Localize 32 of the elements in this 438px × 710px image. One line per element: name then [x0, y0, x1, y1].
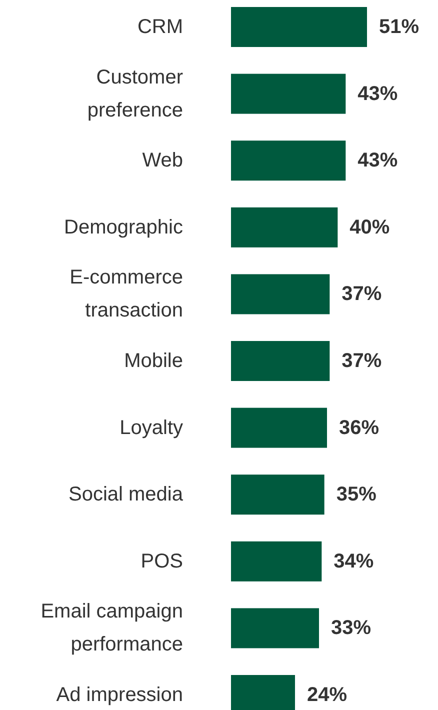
y-tick-label: Loyalty — [120, 416, 183, 439]
data-label: 34% — [334, 550, 374, 572]
y-tick-label: Mobile — [124, 350, 183, 372]
data-label: 43% — [358, 150, 398, 172]
bar — [231, 140, 346, 181]
y-tick-label: POS — [140, 550, 183, 572]
data-label: 37% — [342, 283, 382, 306]
y-tick-label: Email campaign performance — [40, 600, 183, 656]
bar — [231, 341, 330, 381]
data-label: 40% — [350, 216, 390, 238]
data-label: 33% — [331, 617, 372, 640]
y-tick-label: Ad impression — [56, 684, 183, 706]
bar — [231, 74, 346, 114]
data-label: 36% — [339, 416, 380, 439]
y-tick-label: E-commerce transaction — [70, 266, 183, 322]
y-tick-label: Demographic — [64, 216, 183, 238]
data-label: 51% — [379, 16, 420, 38]
y-tick-label: Social media — [68, 484, 184, 506]
data-label: 43% — [358, 82, 398, 105]
y-tick-label: Customer preference — [87, 66, 184, 122]
bar — [231, 541, 322, 582]
bar — [231, 274, 330, 314]
data-label: 37% — [342, 350, 382, 372]
y-tick-label: CRM — [137, 16, 183, 38]
bar — [231, 207, 338, 248]
y-tick-label: Web — [142, 150, 183, 172]
bar — [231, 474, 324, 515]
bar — [231, 408, 327, 448]
data-label: 24% — [307, 684, 348, 706]
bar — [231, 7, 367, 47]
data-label: 35% — [336, 484, 377, 506]
bar — [231, 608, 319, 648]
